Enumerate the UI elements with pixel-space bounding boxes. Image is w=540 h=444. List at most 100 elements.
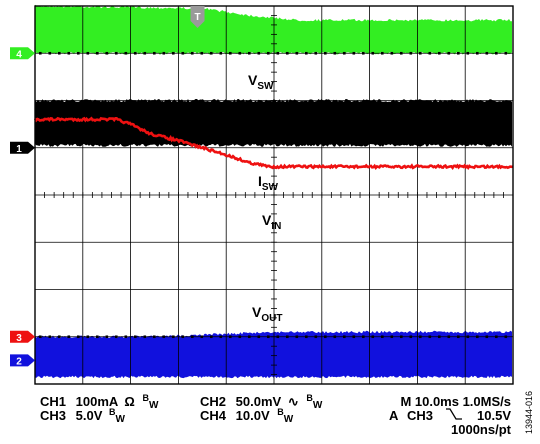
reference-dot — [67, 51, 71, 55]
reference-dot — [314, 335, 318, 339]
label-vin: VIN — [262, 212, 281, 232]
reference-dot — [286, 51, 289, 55]
trigger-level: 10.5V — [477, 408, 511, 423]
readout-timebase: M 10.0ms 1.0MS/s — [400, 394, 511, 409]
falling-edge-icon — [446, 408, 462, 420]
reference-dot — [476, 51, 479, 55]
reference-dot — [115, 51, 118, 55]
reference-dot — [286, 335, 289, 339]
vsw-band — [35, 4, 512, 55]
reference-dot — [219, 335, 223, 339]
reference-dot — [86, 335, 90, 339]
reference-dot — [248, 51, 251, 55]
reference-dot — [200, 335, 204, 339]
channel-marker-3: 3 — [10, 330, 35, 344]
reference-dot — [495, 51, 498, 55]
isw-band — [35, 99, 512, 147]
reference-dot — [105, 51, 109, 55]
reference-dot — [143, 51, 147, 55]
readout-ch2: CH2 50.0mV ∿ BW — [200, 393, 323, 411]
waveform-traces — [33, 116, 513, 171]
channel-marker-1: 1 — [10, 141, 35, 155]
reference-dot — [105, 335, 109, 339]
reference-dot — [257, 51, 261, 55]
reference-dot — [238, 335, 242, 339]
reference-dot — [143, 335, 147, 339]
reference-dot — [96, 51, 99, 55]
reference-dot — [438, 335, 441, 339]
reference-dot — [504, 335, 508, 339]
reference-dot — [352, 335, 356, 339]
vin-trace — [33, 116, 513, 171]
graticule — [34, 5, 514, 385]
readout-ch1: CH1 100mA Ω BW — [40, 393, 159, 411]
reference-dot — [238, 51, 242, 55]
reference-dot — [447, 51, 451, 55]
reference-dot — [77, 51, 80, 55]
reference-dot — [447, 335, 451, 339]
reference-dot — [343, 51, 346, 55]
reference-dot — [267, 335, 270, 339]
channel-marker-number: 4 — [16, 49, 22, 60]
reference-dot — [77, 335, 80, 339]
reference-dot — [457, 335, 460, 339]
reference-dot — [58, 335, 61, 339]
reference-dot — [210, 335, 213, 339]
channel-marker-shape — [10, 141, 35, 154]
reference-dot — [172, 51, 175, 55]
channel-marker-shape — [10, 330, 35, 343]
reference-dot — [400, 51, 403, 55]
reference-dot — [362, 335, 365, 339]
reference-dot — [58, 51, 61, 55]
plot-frame — [34, 5, 514, 385]
reference-dot — [115, 335, 118, 339]
reference-dot — [219, 51, 223, 55]
reference-dot — [229, 335, 232, 339]
reference-dot — [476, 335, 479, 339]
reference-dot — [381, 335, 384, 339]
reference-dot — [181, 335, 185, 339]
reference-dot — [324, 335, 327, 339]
channel-marker-2: 2 — [10, 354, 35, 367]
reference-dot — [362, 51, 365, 55]
reference-dot — [485, 51, 489, 55]
reference-dot — [191, 51, 194, 55]
reference-dot — [172, 335, 175, 339]
reference-dot — [343, 335, 346, 339]
reference-dot — [48, 51, 52, 55]
reference-dot — [381, 51, 384, 55]
reference-dot — [352, 51, 356, 55]
scope-readout: CH1 100mA Ω BW CH3 5.0V BW CH2 50.0mV ∿ … — [40, 393, 512, 437]
figure-id: 13944-016 — [524, 391, 534, 434]
channel-labels: VSW ISW VIN VOUT — [248, 72, 282, 324]
reference-dot — [504, 51, 508, 55]
reference-dot — [485, 335, 489, 339]
reference-dot — [333, 51, 337, 55]
reference-dot — [276, 51, 280, 55]
reference-dot — [67, 335, 71, 339]
channel-marker-number: 3 — [16, 333, 22, 344]
reference-dot — [400, 335, 403, 339]
channel-marker-shape — [10, 47, 35, 60]
reference-dot — [153, 335, 156, 339]
plot-area: T VSW ISW VIN VOUT 4 1 3 2 — [10, 4, 514, 385]
reference-dot — [295, 51, 299, 55]
reference-dot — [466, 51, 470, 55]
channel-marker-number: 2 — [16, 356, 22, 367]
reference-dot — [229, 51, 232, 55]
reference-dot — [96, 335, 99, 339]
label-vsw: VSW — [248, 72, 274, 92]
reference-dot — [181, 51, 185, 55]
channel-marker-shape — [10, 354, 35, 367]
reference-dot — [257, 335, 261, 339]
readout-ch3: CH3 5.0V BW — [40, 407, 126, 425]
reference-dot — [134, 51, 137, 55]
reference-dot — [162, 335, 166, 339]
reference-dot — [428, 51, 432, 55]
reference-dot — [409, 51, 413, 55]
channel-ground-markers: 4 1 3 2 — [10, 47, 35, 367]
reference-dot — [86, 51, 90, 55]
reference-dot — [305, 51, 308, 55]
reference-dot — [248, 335, 251, 339]
